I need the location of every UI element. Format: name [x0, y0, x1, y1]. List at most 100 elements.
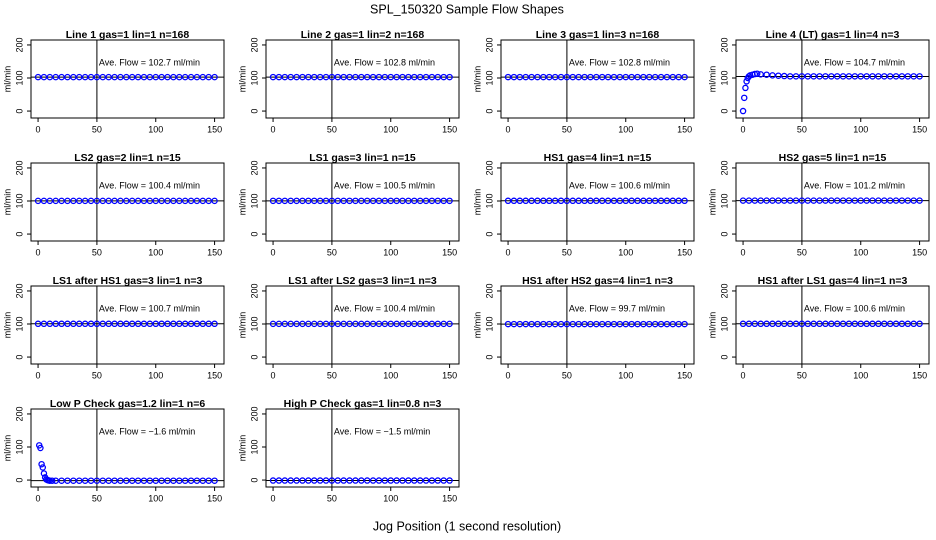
- x-tick-label: 100: [853, 370, 868, 380]
- point: [334, 477, 342, 484]
- point: [81, 197, 89, 205]
- point: [798, 320, 806, 328]
- point: [663, 320, 671, 328]
- point: [140, 477, 148, 484]
- x-tick-label: 50: [797, 124, 807, 134]
- point: [757, 197, 764, 204]
- x-tick-label: 50: [92, 124, 102, 134]
- y-tick-label: 0: [14, 232, 24, 237]
- point: [563, 73, 571, 81]
- x-tick-label: 150: [442, 370, 457, 380]
- point: [534, 197, 541, 205]
- point: [528, 197, 535, 205]
- y-tick-label: 100: [719, 70, 729, 85]
- point: [334, 320, 342, 328]
- point: [38, 460, 45, 468]
- x-tick-label: 50: [327, 493, 337, 503]
- point: [34, 320, 42, 328]
- point: [857, 320, 864, 328]
- point: [587, 320, 594, 328]
- point: [622, 197, 629, 205]
- point: [87, 197, 95, 205]
- point: [753, 70, 761, 77]
- point: [299, 477, 306, 484]
- point: [751, 320, 759, 328]
- annotation: Ave. Flow = 100.4 ml/min: [99, 180, 200, 190]
- point: [786, 197, 794, 204]
- point: [310, 197, 318, 205]
- y-tick-label: 100: [14, 70, 24, 85]
- x-tick-label: 0: [741, 247, 746, 257]
- point: [58, 73, 65, 81]
- x-tick-label: 150: [677, 124, 692, 134]
- point: [346, 477, 353, 484]
- point: [176, 73, 183, 81]
- point: [37, 444, 44, 452]
- point: [363, 73, 371, 81]
- point: [522, 320, 529, 328]
- point: [46, 197, 54, 205]
- point: [792, 73, 800, 80]
- x-tick-label: 100: [383, 124, 398, 134]
- y-axis-label: ml/min: [707, 189, 717, 216]
- point: [816, 197, 823, 204]
- point: [557, 197, 565, 205]
- point: [40, 320, 48, 328]
- point: [387, 320, 394, 328]
- point: [105, 73, 112, 81]
- point: [546, 73, 553, 81]
- point: [675, 197, 682, 205]
- plot-frame: [30, 285, 225, 365]
- point: [40, 470, 48, 477]
- x-tick-label: 150: [912, 247, 927, 257]
- point: [839, 73, 847, 80]
- y-tick-label: 200: [14, 37, 24, 52]
- point: [287, 197, 294, 205]
- point: [369, 197, 377, 205]
- annotation: Ave. Flow = 100.5 ml/min: [334, 180, 435, 190]
- point: [575, 320, 582, 328]
- point: [446, 73, 453, 81]
- point: [193, 477, 201, 484]
- point: [316, 320, 324, 328]
- point: [211, 320, 218, 328]
- point: [634, 197, 641, 205]
- x-tick-label: 100: [383, 493, 398, 503]
- y-tick-label: 100: [484, 193, 494, 208]
- point: [898, 197, 906, 204]
- point: [352, 73, 359, 81]
- point: [205, 320, 212, 328]
- point: [293, 197, 300, 205]
- x-tick-label: 150: [442, 124, 457, 134]
- point: [340, 73, 347, 81]
- point: [93, 73, 101, 81]
- point: [81, 477, 89, 484]
- point: [569, 73, 577, 81]
- panel-title: Line 3 gas=1 lin=3 n=168: [536, 29, 660, 41]
- annotation: Ave. Flow = 102.8 ml/min: [334, 57, 435, 67]
- point: [299, 73, 306, 81]
- point: [399, 477, 406, 484]
- point: [46, 73, 54, 81]
- point: [581, 197, 588, 205]
- annotation: Ave. Flow = 102.7 ml/min: [99, 57, 200, 67]
- point: [434, 73, 442, 81]
- point: [434, 320, 442, 328]
- annotation: Ave. Flow = 100.7 ml/min: [99, 303, 200, 313]
- point: [316, 477, 324, 484]
- point: [275, 477, 283, 484]
- point: [87, 320, 95, 328]
- point: [181, 477, 189, 484]
- point: [199, 477, 207, 484]
- point: [381, 197, 389, 205]
- point: [281, 197, 289, 205]
- point: [340, 320, 347, 328]
- point: [540, 197, 547, 205]
- point: [675, 73, 682, 81]
- point: [604, 197, 612, 205]
- plot-frame: [265, 285, 460, 365]
- point: [117, 477, 124, 484]
- point: [358, 197, 365, 205]
- point: [293, 320, 300, 328]
- point: [52, 320, 59, 328]
